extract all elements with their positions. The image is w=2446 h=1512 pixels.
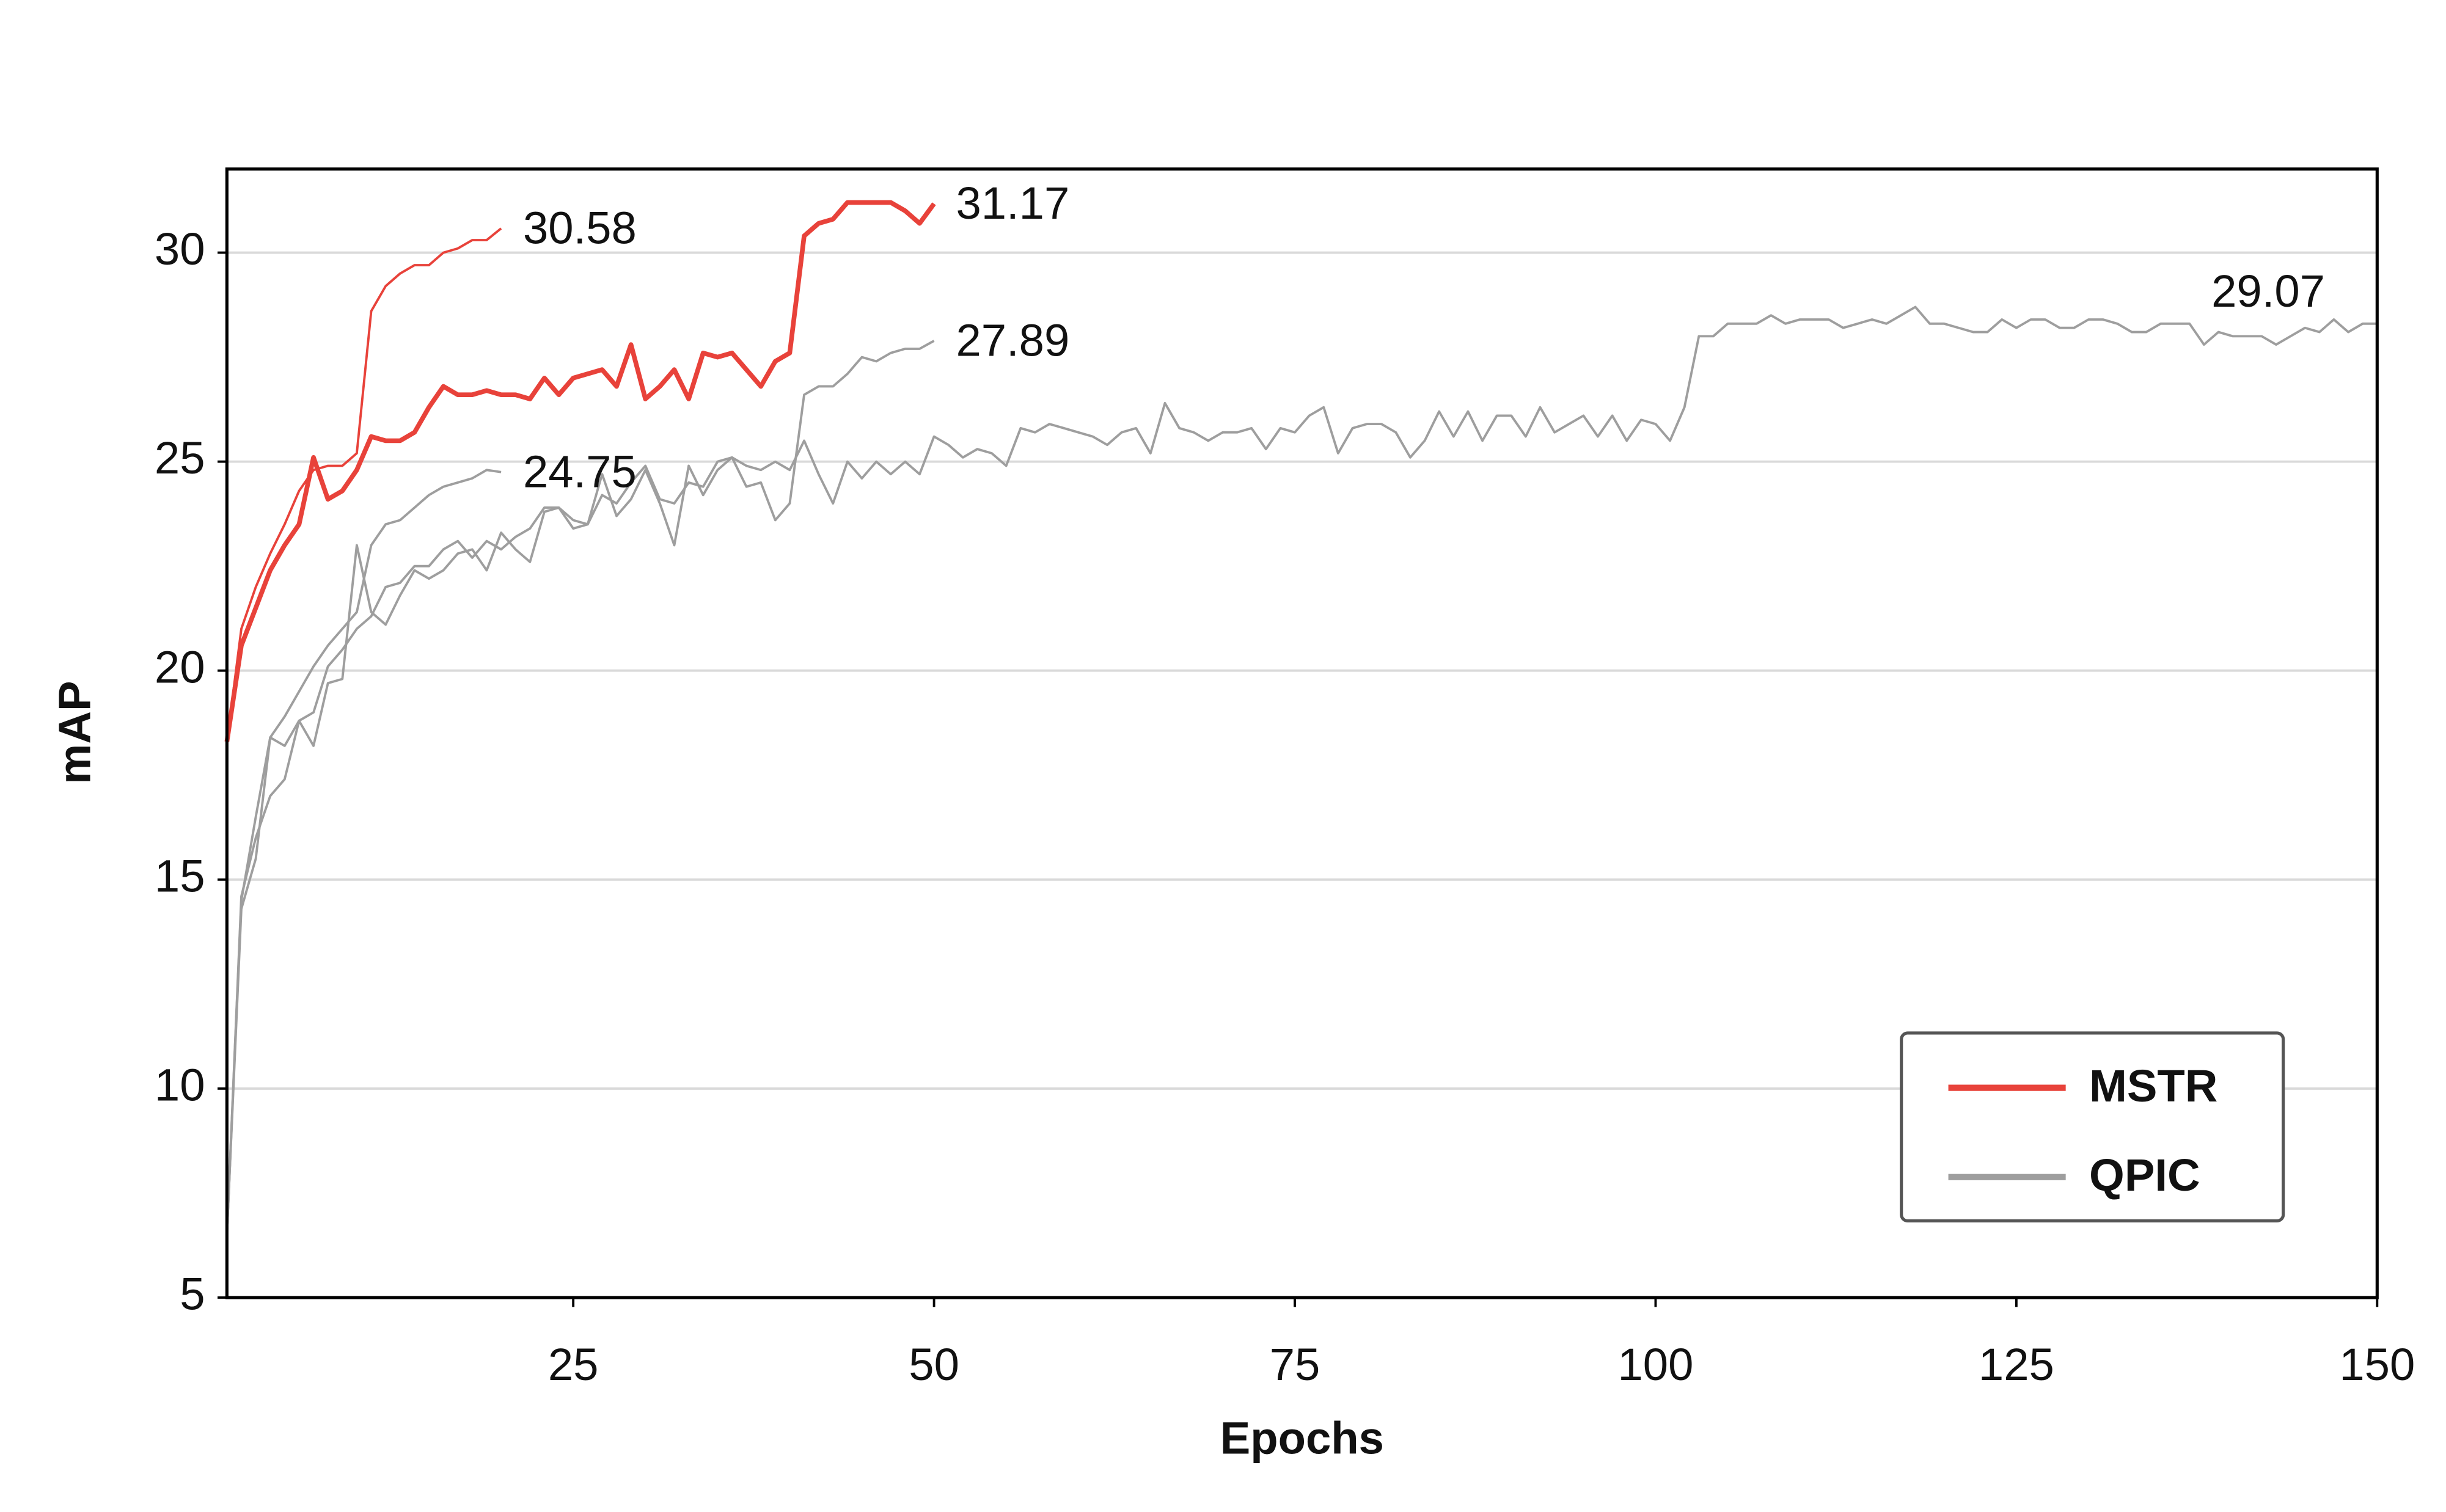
legend: MSTR QPIC (1900, 1031, 2285, 1223)
annotation: 30.58 (523, 203, 637, 254)
y-tick-label: 30 (155, 224, 205, 274)
x-axis-label: Epochs (1220, 1412, 1384, 1463)
y-tick-label: 15 (155, 850, 205, 901)
y-tick-label: 20 (155, 641, 205, 692)
series-line (225, 227, 502, 742)
series-line (224, 200, 936, 742)
y-tick-label: 25 (155, 433, 205, 483)
x-tick-label: 25 (548, 1339, 599, 1390)
x-tick-label: 150 (2339, 1339, 2415, 1390)
y-axis-label: mAP (49, 681, 100, 784)
x-tick-label: 50 (909, 1339, 959, 1390)
annotation: 27.89 (956, 315, 1069, 366)
y-tick-label: 5 (180, 1269, 205, 1320)
x-tick-label: 75 (1270, 1339, 1320, 1390)
annotation: 29.07 (2211, 266, 2325, 316)
plot-frame (225, 167, 2379, 1299)
series-line (225, 305, 2378, 1235)
legend-label: QPIC (2089, 1150, 2200, 1200)
x-tick-label: 125 (1979, 1339, 2054, 1390)
x-tick-label: 100 (1618, 1339, 1694, 1390)
y-tick-label: 10 (155, 1060, 205, 1111)
annotation: 31.17 (956, 178, 1069, 228)
series-line (225, 340, 935, 1235)
legend-label: MSTR (2089, 1061, 2217, 1111)
annotation: 24.75 (523, 446, 637, 497)
